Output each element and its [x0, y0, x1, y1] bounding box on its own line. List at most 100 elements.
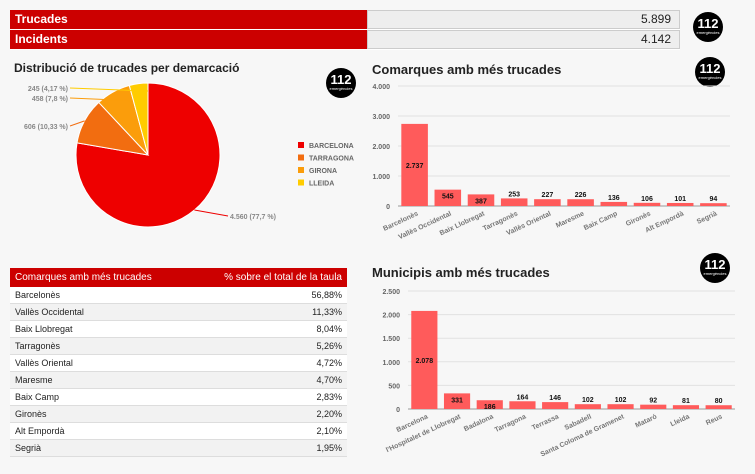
- bar-data-label: 102: [582, 397, 594, 404]
- x-tick-label: Lleida: [669, 413, 690, 428]
- table-cell-comarca: Baix Llobregat: [10, 320, 191, 338]
- pie-data-label: 458 (7,8 %): [32, 96, 68, 103]
- bar-terrassa: [542, 402, 569, 409]
- legend-swatch: [298, 167, 304, 173]
- bar-chart-comarques: 01.0002.0003.0004.0002.737Barcelonès545V…: [372, 84, 730, 241]
- legend-label: BARCELONA: [309, 143, 354, 150]
- bar-data-label: 331: [451, 397, 463, 404]
- bar-giron-s: [633, 202, 661, 206]
- stat-value: 4.142: [367, 30, 680, 49]
- bar-badalona: [476, 400, 503, 409]
- bar-barcelona: [411, 310, 438, 409]
- bar-data-label: 227: [542, 192, 554, 199]
- bar-data-label: 146: [549, 395, 561, 402]
- legend-label: GIRONA: [309, 168, 337, 175]
- table-cell-percent: 5,26%: [190, 337, 347, 355]
- bar-data-label: 94: [710, 196, 718, 203]
- y-tick-label: 2.000: [372, 144, 390, 151]
- bar-l-hospitalet-de-llobregat: [443, 393, 471, 409]
- bar-data-label: 387: [475, 198, 487, 205]
- legend-label: TARRAGONA: [309, 156, 354, 163]
- bar-matar-: [640, 404, 667, 409]
- pie-data-label: 606 (10,33 %): [24, 124, 68, 131]
- bar-alt-empord-: [666, 202, 694, 206]
- table-cell-percent: 4,70%: [190, 371, 347, 389]
- bar-segri-: [700, 203, 727, 206]
- stat-row-trucades: Trucades 5.899: [10, 10, 680, 30]
- bar-data-label: 186: [484, 404, 496, 411]
- table-cell-comarca: Segrià: [10, 439, 191, 457]
- y-tick-label: 3.000: [372, 114, 390, 121]
- bar-data-label: 136: [608, 195, 620, 202]
- table-cell-comarca: Alt Empordà: [10, 422, 191, 440]
- legend-label: LLEIDA: [309, 181, 334, 188]
- stat-row-incidents: Incidents 4.142: [10, 30, 680, 50]
- table-row: Segrià 1,95%: [10, 439, 347, 457]
- table-row: Baix Camp 2,83%: [10, 388, 347, 406]
- bar-data-label: 81: [682, 398, 690, 405]
- bar-lleida: [672, 405, 700, 409]
- table-row: Tarragonès 5,26%: [10, 337, 347, 355]
- bar-vall-s-oriental: [534, 199, 561, 206]
- stat-label: Incidents: [10, 30, 367, 49]
- bar-sabadell: [574, 404, 601, 409]
- table-cell-percent: 11,33%: [190, 303, 347, 321]
- y-tick-label: 1.500: [382, 336, 400, 343]
- legend-swatch: [298, 179, 304, 186]
- bar-vall-s-occidental: [434, 189, 462, 206]
- y-tick-label: 2.500: [382, 289, 400, 296]
- x-tick-label: Reus: [705, 413, 724, 427]
- table-row: Alt Empordà 2,10%: [10, 422, 347, 440]
- pie-slice-lleida: [128, 82, 149, 156]
- table-cell-percent: 8,04%: [190, 320, 347, 338]
- pie-data-label: 245 (4,17 %): [28, 86, 68, 93]
- x-tick-label: Tarragona: [494, 413, 528, 434]
- pie-leader-line: [69, 97, 139, 102]
- bar-data-label: 101: [674, 196, 686, 203]
- table-cell-comarca: Vallès Occidental: [10, 303, 191, 321]
- table-cell-comarca: Tarragonès: [10, 337, 191, 355]
- stat-label: Trucades: [10, 10, 367, 29]
- logo-112: 112 emergències: [700, 253, 730, 283]
- table-row: Vallès Occidental 11,33%: [10, 303, 347, 321]
- bar-data-label: 106: [641, 196, 653, 203]
- bar-data-label: 164: [517, 394, 529, 401]
- table-cell-percent: 4,72%: [190, 354, 347, 372]
- bar-data-label: 92: [649, 398, 657, 405]
- stat-value: 5.899: [367, 10, 680, 29]
- table-row: Gironès 2,20%: [10, 405, 347, 423]
- y-tick-label: 1.000: [372, 174, 390, 181]
- pie-data-label: 4.560 (77,7 %): [230, 214, 276, 221]
- x-tick-label: Badalona: [463, 413, 495, 433]
- x-tick-label: Mataró: [634, 413, 658, 429]
- comarques-table: Comarques amb més trucades % sobre el to…: [10, 268, 347, 457]
- y-tick-label: 4.000: [372, 84, 390, 91]
- pie-title: Distribució de trucades per demarcació: [14, 61, 240, 75]
- table-row: Vallès Oriental 4,72%: [10, 354, 347, 372]
- table-cell-percent: 1,95%: [190, 439, 347, 457]
- x-tick-label: Terrassa: [531, 413, 560, 432]
- table-cell-percent: 2,10%: [190, 422, 347, 440]
- table-cell-comarca: Gironès: [10, 405, 191, 423]
- table-row: Baix Llobregat 8,04%: [10, 320, 347, 338]
- bar-data-label: 102: [615, 397, 627, 404]
- x-tick-label: Baix Camp: [583, 210, 619, 232]
- table-cell-percent: 2,83%: [190, 388, 347, 406]
- bar-tarragon-s: [500, 198, 528, 206]
- bar-maresme: [567, 199, 594, 206]
- bar-chart-title-comarques: Comarques amb més trucades: [372, 62, 562, 77]
- logo-112: 112 emergències: [695, 57, 725, 87]
- table-cell-percent: 56,88%: [190, 287, 347, 304]
- x-tick-label: Maresme: [555, 210, 586, 229]
- table-cell-comarca: Vallès Oriental: [10, 354, 191, 372]
- table-cell-comarca: Barcelonès: [10, 287, 191, 304]
- bar-chart-title-municipis: Municipis amb més trucades: [372, 265, 550, 280]
- table-row: Barcelonès 56,88%: [10, 287, 347, 304]
- bar-barcelon-s: [401, 123, 428, 206]
- bar-data-label: 226: [575, 192, 587, 199]
- bar-santa-coloma-de-gramenet: [607, 404, 634, 409]
- bar-tarragona: [509, 401, 536, 409]
- legend-swatch: [298, 142, 304, 148]
- bar-baix-camp: [600, 201, 628, 206]
- table-header: Comarques amb més trucades: [10, 268, 191, 287]
